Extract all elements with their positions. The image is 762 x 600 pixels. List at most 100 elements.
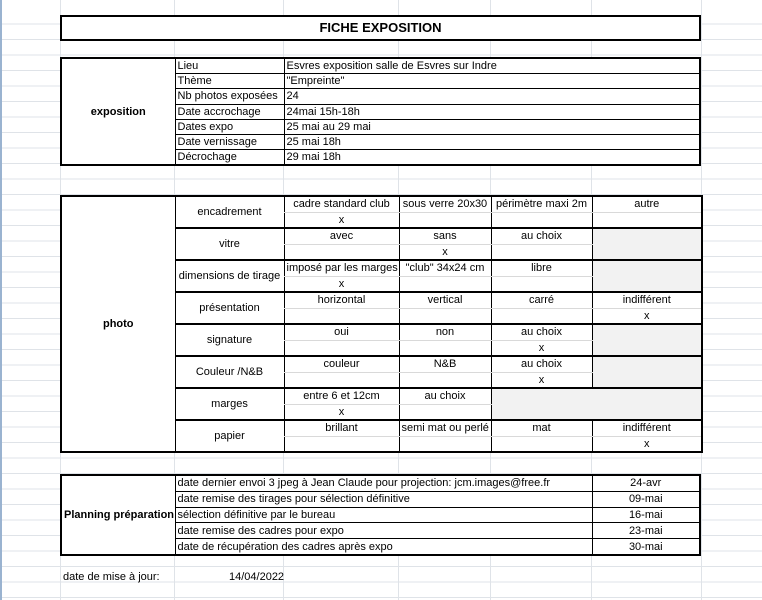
option-row: signature oui non au choix bbox=[61, 323, 702, 356]
option-label[interactable]: vertical bbox=[398, 291, 491, 309]
empty-cell[interactable] bbox=[591, 355, 702, 388]
exposition-label[interactable]: exposition bbox=[60, 57, 176, 166]
field-value[interactable]: Esvres exposition salle de Esvres sur In… bbox=[283, 57, 701, 75]
option-label[interactable]: oui bbox=[283, 323, 399, 341]
option-selection[interactable] bbox=[398, 404, 491, 420]
option-selection[interactable] bbox=[398, 436, 491, 452]
photo-label[interactable]: photo bbox=[60, 195, 175, 452]
option-label[interactable]: semi mat ou perlé bbox=[398, 419, 491, 437]
option-selection[interactable] bbox=[490, 436, 592, 452]
option-selection[interactable]: x bbox=[490, 372, 592, 388]
option-label[interactable]: avec bbox=[283, 227, 399, 245]
option-selection[interactable] bbox=[398, 340, 491, 356]
field-name[interactable]: Dates expo bbox=[174, 118, 285, 135]
option-row: marges entre 6 et 12cm au choix bbox=[61, 387, 702, 420]
option-selection[interactable] bbox=[283, 308, 399, 324]
field-value[interactable]: 24mai 15h-18h bbox=[283, 103, 701, 120]
planning-task[interactable]: date remise des cadres pour expo bbox=[174, 522, 593, 540]
option-label[interactable]: sous verre 20x30 bbox=[398, 195, 491, 213]
category-name[interactable]: vitre bbox=[174, 227, 284, 260]
page-title[interactable]: FICHE EXPOSITION bbox=[319, 20, 442, 35]
planning-date[interactable]: 24-avr bbox=[591, 474, 701, 492]
option-selection[interactable] bbox=[490, 212, 592, 228]
empty-cell[interactable] bbox=[490, 387, 702, 420]
update-date-label[interactable]: date de mise à jour: bbox=[63, 571, 160, 583]
empty-cell[interactable] bbox=[591, 323, 702, 356]
empty-cell[interactable] bbox=[591, 227, 702, 260]
option-label[interactable]: autre bbox=[591, 195, 702, 213]
option-label[interactable]: au choix bbox=[490, 355, 592, 373]
category-name[interactable]: marges bbox=[174, 387, 284, 420]
option-selection[interactable]: x bbox=[283, 276, 399, 292]
option-label[interactable]: indifférent bbox=[591, 419, 702, 437]
option-label[interactable]: au choix bbox=[490, 323, 592, 341]
field-name[interactable]: Date vernissage bbox=[174, 133, 285, 151]
selection-row: x bbox=[61, 340, 702, 356]
category-name[interactable]: signature bbox=[174, 323, 284, 356]
option-selection[interactable] bbox=[398, 276, 491, 292]
option-label[interactable]: indifférent bbox=[591, 291, 702, 309]
planning-task[interactable]: date dernier envoi 3 jpeg à Jean Claude … bbox=[174, 474, 593, 492]
field-value[interactable]: 24 bbox=[283, 88, 701, 105]
option-label[interactable]: "club" 34x24 cm bbox=[398, 259, 491, 277]
option-selection[interactable] bbox=[490, 308, 592, 324]
option-label[interactable]: périmètre maxi 2m bbox=[490, 195, 592, 213]
option-selection[interactable] bbox=[398, 372, 491, 388]
option-label[interactable]: carré bbox=[490, 291, 592, 309]
field-value[interactable]: 25 mai 18h bbox=[283, 133, 701, 151]
planning-task[interactable]: sélection définitive par le bureau bbox=[174, 506, 593, 524]
option-selection[interactable] bbox=[398, 308, 491, 324]
category-name[interactable]: papier bbox=[174, 419, 284, 452]
option-selection[interactable] bbox=[283, 436, 399, 452]
option-label[interactable]: au choix bbox=[398, 387, 491, 405]
field-name[interactable]: Date accrochage bbox=[174, 103, 285, 120]
field-value[interactable]: 29 mai 18h bbox=[283, 149, 701, 166]
option-selection[interactable]: x bbox=[490, 340, 592, 356]
exposition-row: Nb photos exposées 24 bbox=[61, 88, 701, 105]
option-selection[interactable]: x bbox=[398, 244, 491, 260]
option-label[interactable]: brillant bbox=[283, 419, 399, 437]
planning-date[interactable]: 30-mai bbox=[591, 538, 701, 556]
option-selection[interactable]: x bbox=[591, 308, 702, 324]
category-name[interactable]: encadrement bbox=[174, 195, 284, 228]
option-label[interactable]: horizontal bbox=[283, 291, 399, 309]
option-selection[interactable] bbox=[283, 372, 399, 388]
planning-task[interactable]: date de récupération des cadres après ex… bbox=[174, 538, 593, 556]
option-selection[interactable] bbox=[283, 340, 399, 356]
option-label[interactable]: cadre standard club bbox=[283, 195, 399, 213]
field-value[interactable]: 25 mai au 29 mai bbox=[283, 118, 701, 135]
option-label[interactable]: au choix bbox=[490, 227, 592, 245]
option-selection[interactable]: x bbox=[591, 436, 702, 452]
option-selection[interactable] bbox=[398, 212, 491, 228]
planning-date[interactable]: 23-mai bbox=[591, 522, 701, 540]
category-name[interactable]: Couleur /N&B bbox=[174, 355, 284, 388]
category-name[interactable]: dimensions de tirage bbox=[174, 259, 284, 292]
planning-task[interactable]: date remise des tirages pour sélection d… bbox=[174, 490, 593, 508]
field-value[interactable]: "Empreinte" bbox=[283, 73, 701, 90]
option-selection[interactable]: x bbox=[283, 212, 399, 228]
option-label[interactable]: sans bbox=[398, 227, 491, 245]
planning-date[interactable]: 09-mai bbox=[591, 490, 701, 508]
option-selection[interactable] bbox=[283, 244, 399, 260]
row-header-edge bbox=[0, 0, 2, 600]
update-date-value[interactable]: 14/04/2022 bbox=[229, 571, 285, 583]
option-label[interactable]: non bbox=[398, 323, 491, 341]
planning-date[interactable]: 16-mai bbox=[591, 506, 701, 524]
field-name[interactable]: Lieu bbox=[174, 57, 285, 75]
field-name[interactable]: Décrochage bbox=[174, 149, 285, 166]
option-selection[interactable] bbox=[490, 276, 592, 292]
option-label[interactable]: imposé par les marges bbox=[283, 259, 399, 277]
option-label[interactable]: couleur bbox=[283, 355, 399, 373]
option-selection[interactable] bbox=[490, 244, 592, 260]
option-label[interactable]: mat bbox=[490, 419, 592, 437]
planning-label[interactable]: Planning préparation bbox=[60, 474, 176, 556]
field-name[interactable]: Thème bbox=[174, 73, 285, 90]
option-selection[interactable]: x bbox=[283, 404, 399, 420]
option-label[interactable]: libre bbox=[490, 259, 592, 277]
option-label[interactable]: entre 6 et 12cm bbox=[283, 387, 399, 405]
field-name[interactable]: Nb photos exposées bbox=[174, 88, 285, 105]
option-selection[interactable] bbox=[591, 212, 702, 228]
option-label[interactable]: N&B bbox=[398, 355, 491, 373]
empty-cell[interactable] bbox=[591, 259, 702, 292]
category-name[interactable]: présentation bbox=[174, 291, 284, 324]
